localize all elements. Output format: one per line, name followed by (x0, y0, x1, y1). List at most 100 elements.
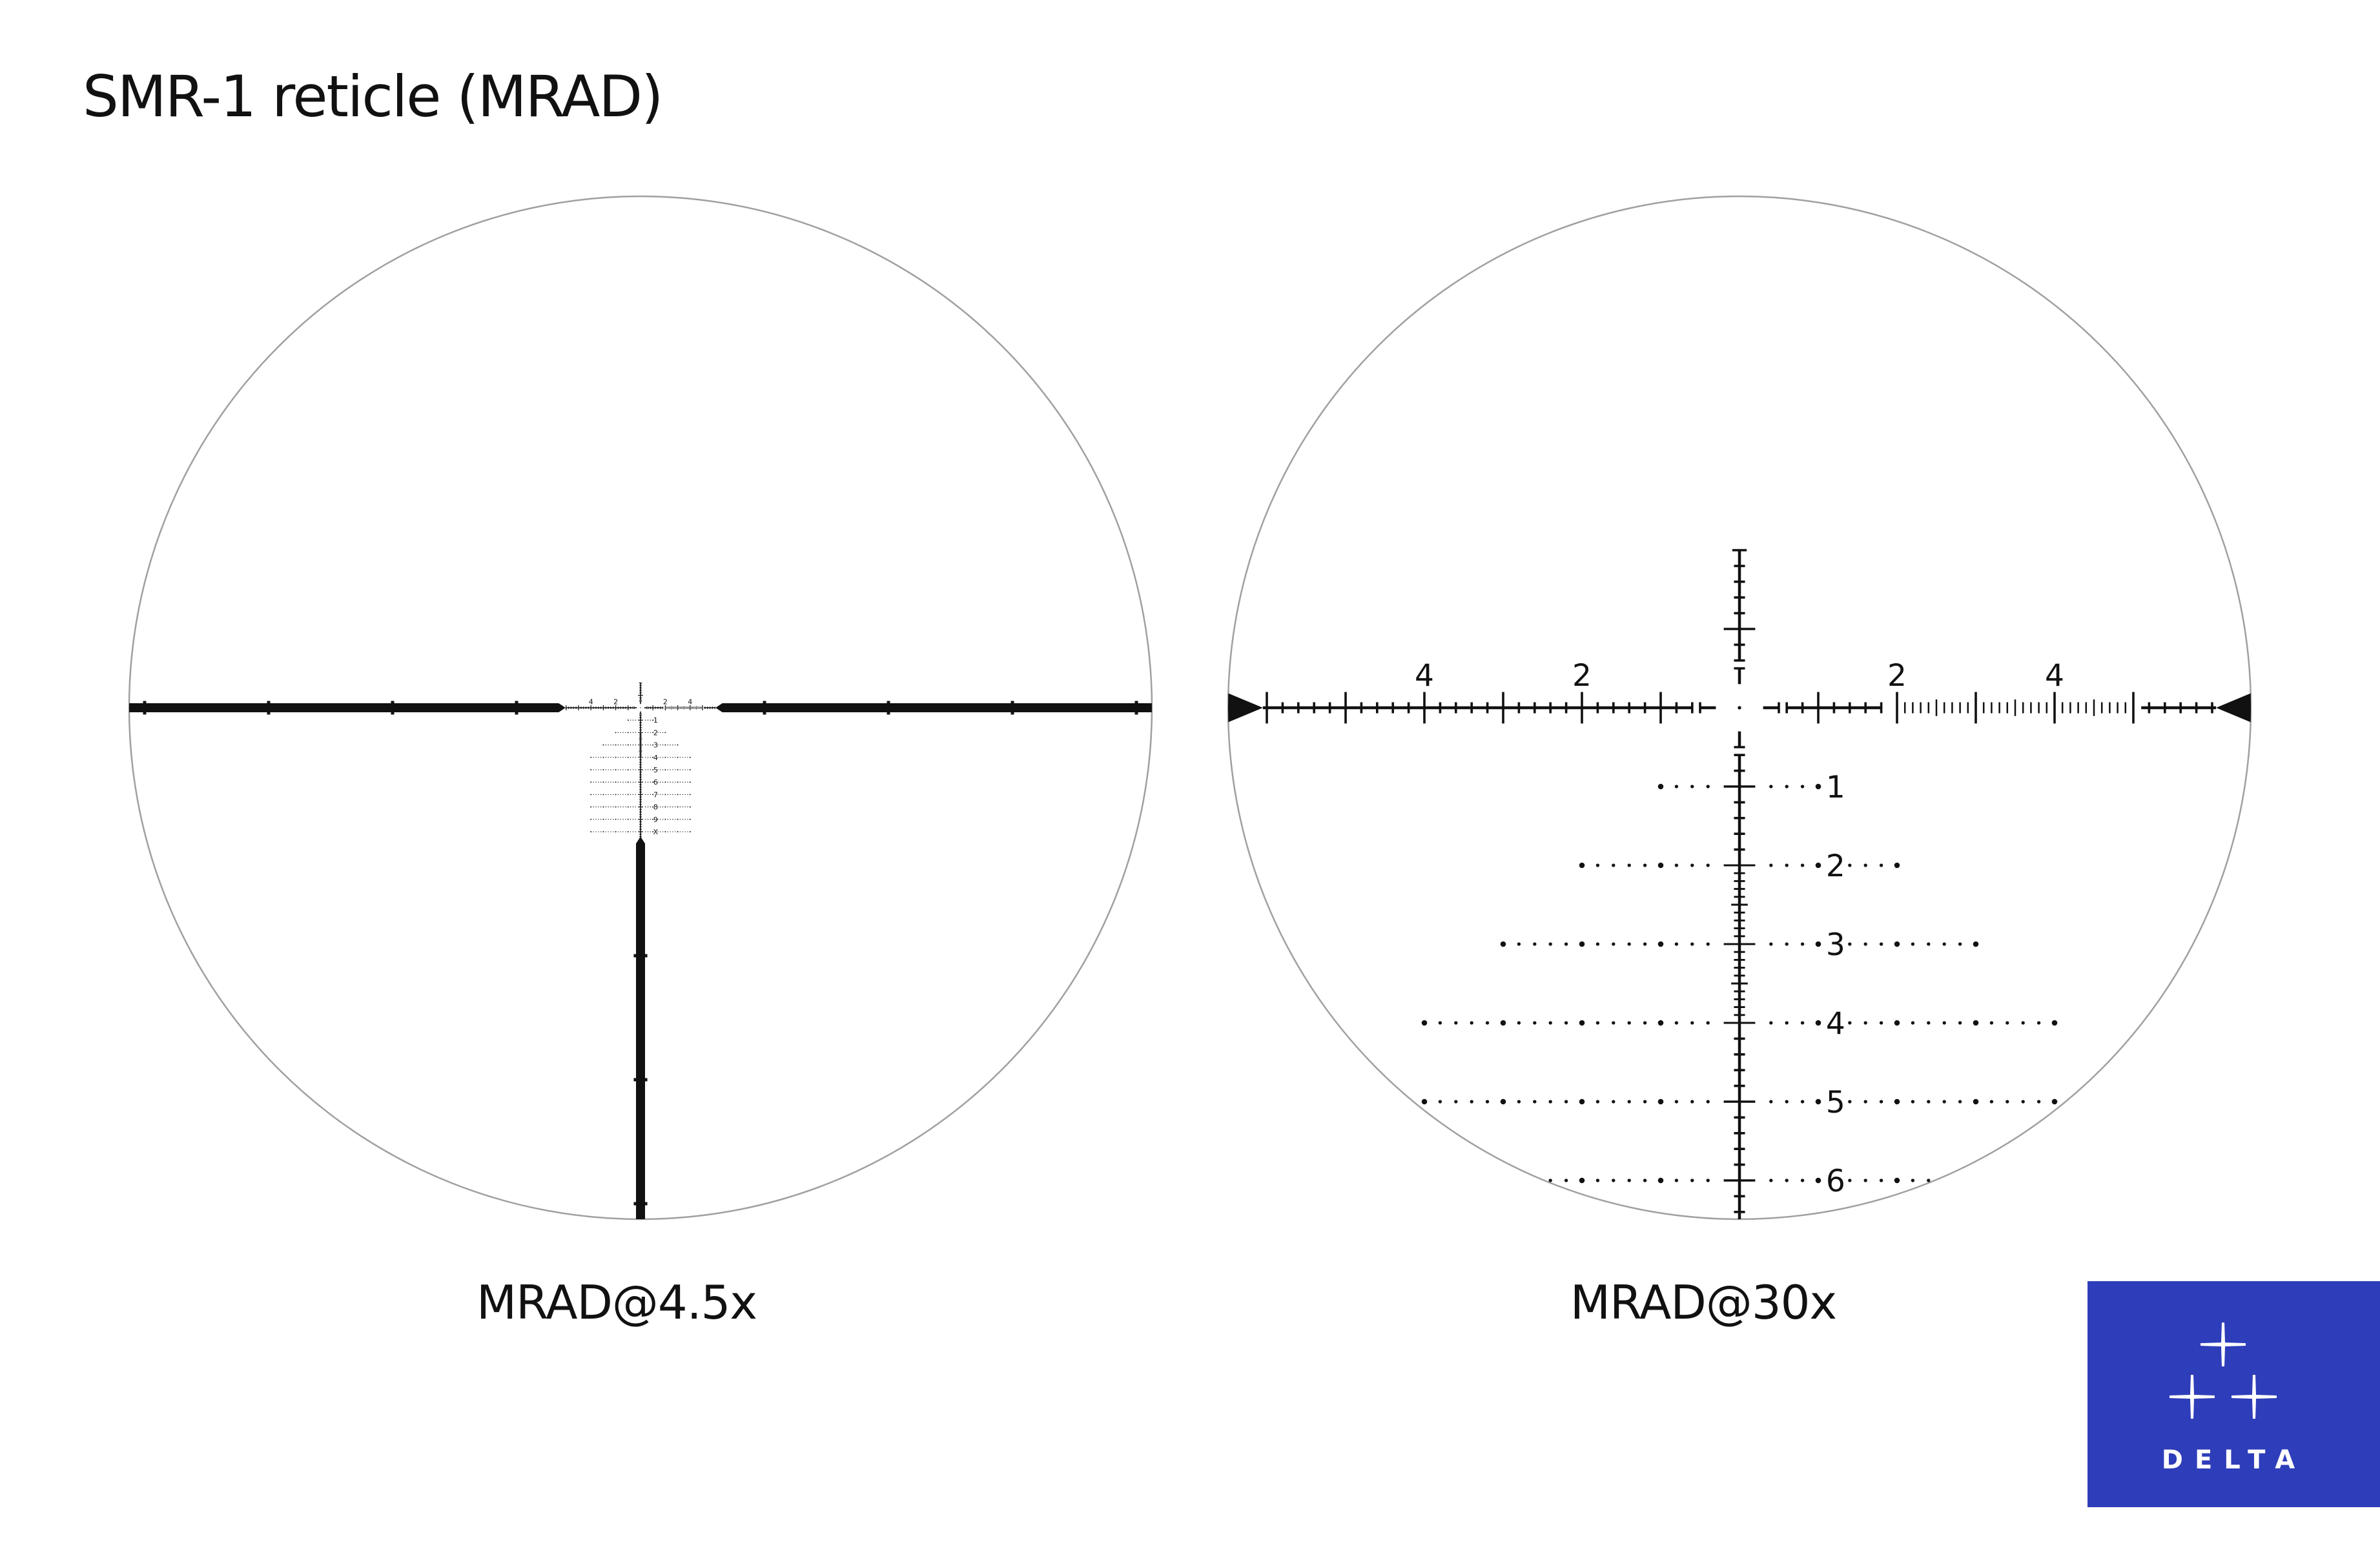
holdover-dot (635, 781, 636, 783)
holdover-dot (617, 781, 619, 783)
holdover-dot (1785, 942, 1789, 946)
holdover-dot (1942, 942, 1946, 946)
delta-logo: DELTA (2088, 1281, 2380, 1507)
holdover-dot (689, 781, 691, 783)
holdover-dot (1690, 863, 1694, 867)
bottom-heavy-post (636, 836, 645, 1219)
holdover-dot (600, 831, 602, 832)
holdover-dot (1942, 1021, 1946, 1025)
holdover-label: 3 (1826, 927, 1845, 963)
holdover-label: 4 (653, 754, 658, 762)
holdover-dot (1564, 1100, 1568, 1104)
holdover-dot (590, 769, 592, 770)
holdover-dot (1470, 1021, 1473, 1025)
holdover-dot (615, 794, 617, 796)
holdover-dot (627, 781, 629, 783)
left-heavy-post (1228, 690, 1263, 726)
holdover-dot (672, 781, 673, 783)
holdover-dot (679, 831, 681, 832)
holdover-dot (627, 744, 629, 746)
holdover-dot (1958, 942, 1962, 946)
holdover-dot (625, 794, 626, 796)
holdover-dot (627, 732, 629, 734)
right-heavy-post (715, 703, 1152, 712)
holdover-dot (682, 831, 683, 832)
holdover-dot (1438, 1021, 1442, 1025)
holdover-label: 5 (1826, 1085, 1845, 1120)
holdover-dot (1706, 942, 1710, 946)
holdover-dot (625, 769, 626, 770)
holdover-dot (1706, 1021, 1710, 1025)
holdover-dot (1533, 942, 1537, 946)
holdover-dot (1627, 1021, 1631, 1025)
holdover-dot (645, 732, 646, 734)
holdover-dot (590, 756, 592, 758)
holdover-dot (630, 794, 631, 796)
holdover-dot (1657, 941, 1664, 947)
holdover-dot (672, 794, 673, 796)
holdover-dot (627, 769, 629, 770)
holdover-dot (1911, 1179, 1915, 1182)
holdover-dot (1533, 1100, 1537, 1104)
holdover-dot (590, 818, 592, 820)
reticle-view-30x: 4 2 2 4 1 2 3 4 5 6 (1227, 195, 2252, 1220)
holdover-dot (662, 769, 664, 770)
holdover-dot (652, 781, 654, 783)
page-title: SMR-1 reticle (MRAD) (83, 63, 663, 130)
holdover-dot (1815, 1177, 1821, 1184)
holdover-dot (1674, 942, 1679, 946)
holdover-dot (1454, 1021, 1458, 1025)
holdover-dot (682, 794, 683, 796)
holdover-dot (1989, 1100, 1994, 1104)
holdover-dot (1548, 1021, 1552, 1025)
holdover-label: 2 (653, 728, 658, 737)
holdover-dot (679, 794, 681, 796)
holdover-dot (600, 781, 602, 783)
holdover-dot (1643, 942, 1647, 946)
holdover-dot (672, 831, 673, 832)
holdover-dot (602, 744, 604, 746)
holdover-dot (1769, 863, 1773, 867)
holdover-dot (2036, 1021, 2041, 1025)
holdover-dot (645, 719, 646, 721)
holdover-dot (1863, 1100, 1867, 1104)
holdover-dot (1643, 1179, 1647, 1182)
holdover-dot (687, 831, 688, 832)
holdover-dot (1548, 942, 1552, 946)
holdover-dot (1643, 1021, 1647, 1025)
holdover-dot (1612, 863, 1616, 867)
holdover-label: 1 (1826, 770, 1845, 805)
holdover-dot (602, 831, 604, 832)
holdover-dot (677, 744, 679, 746)
holdover-dot (630, 732, 631, 734)
holdover-dot (1579, 1020, 1585, 1026)
holdover-dot (1627, 863, 1631, 867)
holdover-dot (625, 781, 626, 783)
holdover-dot (660, 794, 661, 796)
holdover-dot (657, 732, 659, 734)
holdover-dot (598, 831, 599, 832)
holdover-dot (615, 806, 617, 808)
holdover-dot (1769, 942, 1773, 946)
holdover-dot (622, 769, 624, 770)
holdover-dot (1973, 1098, 1979, 1105)
holdover-dot (1485, 1021, 1490, 1025)
holdover-dot (598, 769, 599, 770)
holdover-dot (1800, 1179, 1805, 1182)
holdover-dot (652, 756, 654, 758)
holdover-dot (625, 732, 626, 734)
holdover-dot (1548, 1100, 1552, 1104)
holdover-dot (1595, 863, 1600, 867)
holdover-dot (622, 831, 624, 832)
holdover-dot (1564, 1179, 1568, 1182)
holdover-dot (1911, 1100, 1915, 1104)
holdover-dot (2051, 1098, 2058, 1105)
holdover-dot (610, 769, 611, 770)
holdover-dot (1942, 1179, 1946, 1182)
holdover-dot (1579, 862, 1585, 869)
holdover-label: 6 (653, 778, 658, 787)
holdover-dot (1579, 1177, 1585, 1184)
holdover-dot (662, 794, 664, 796)
holdover-dot (1657, 862, 1664, 869)
holdover-dot (1674, 1100, 1679, 1104)
